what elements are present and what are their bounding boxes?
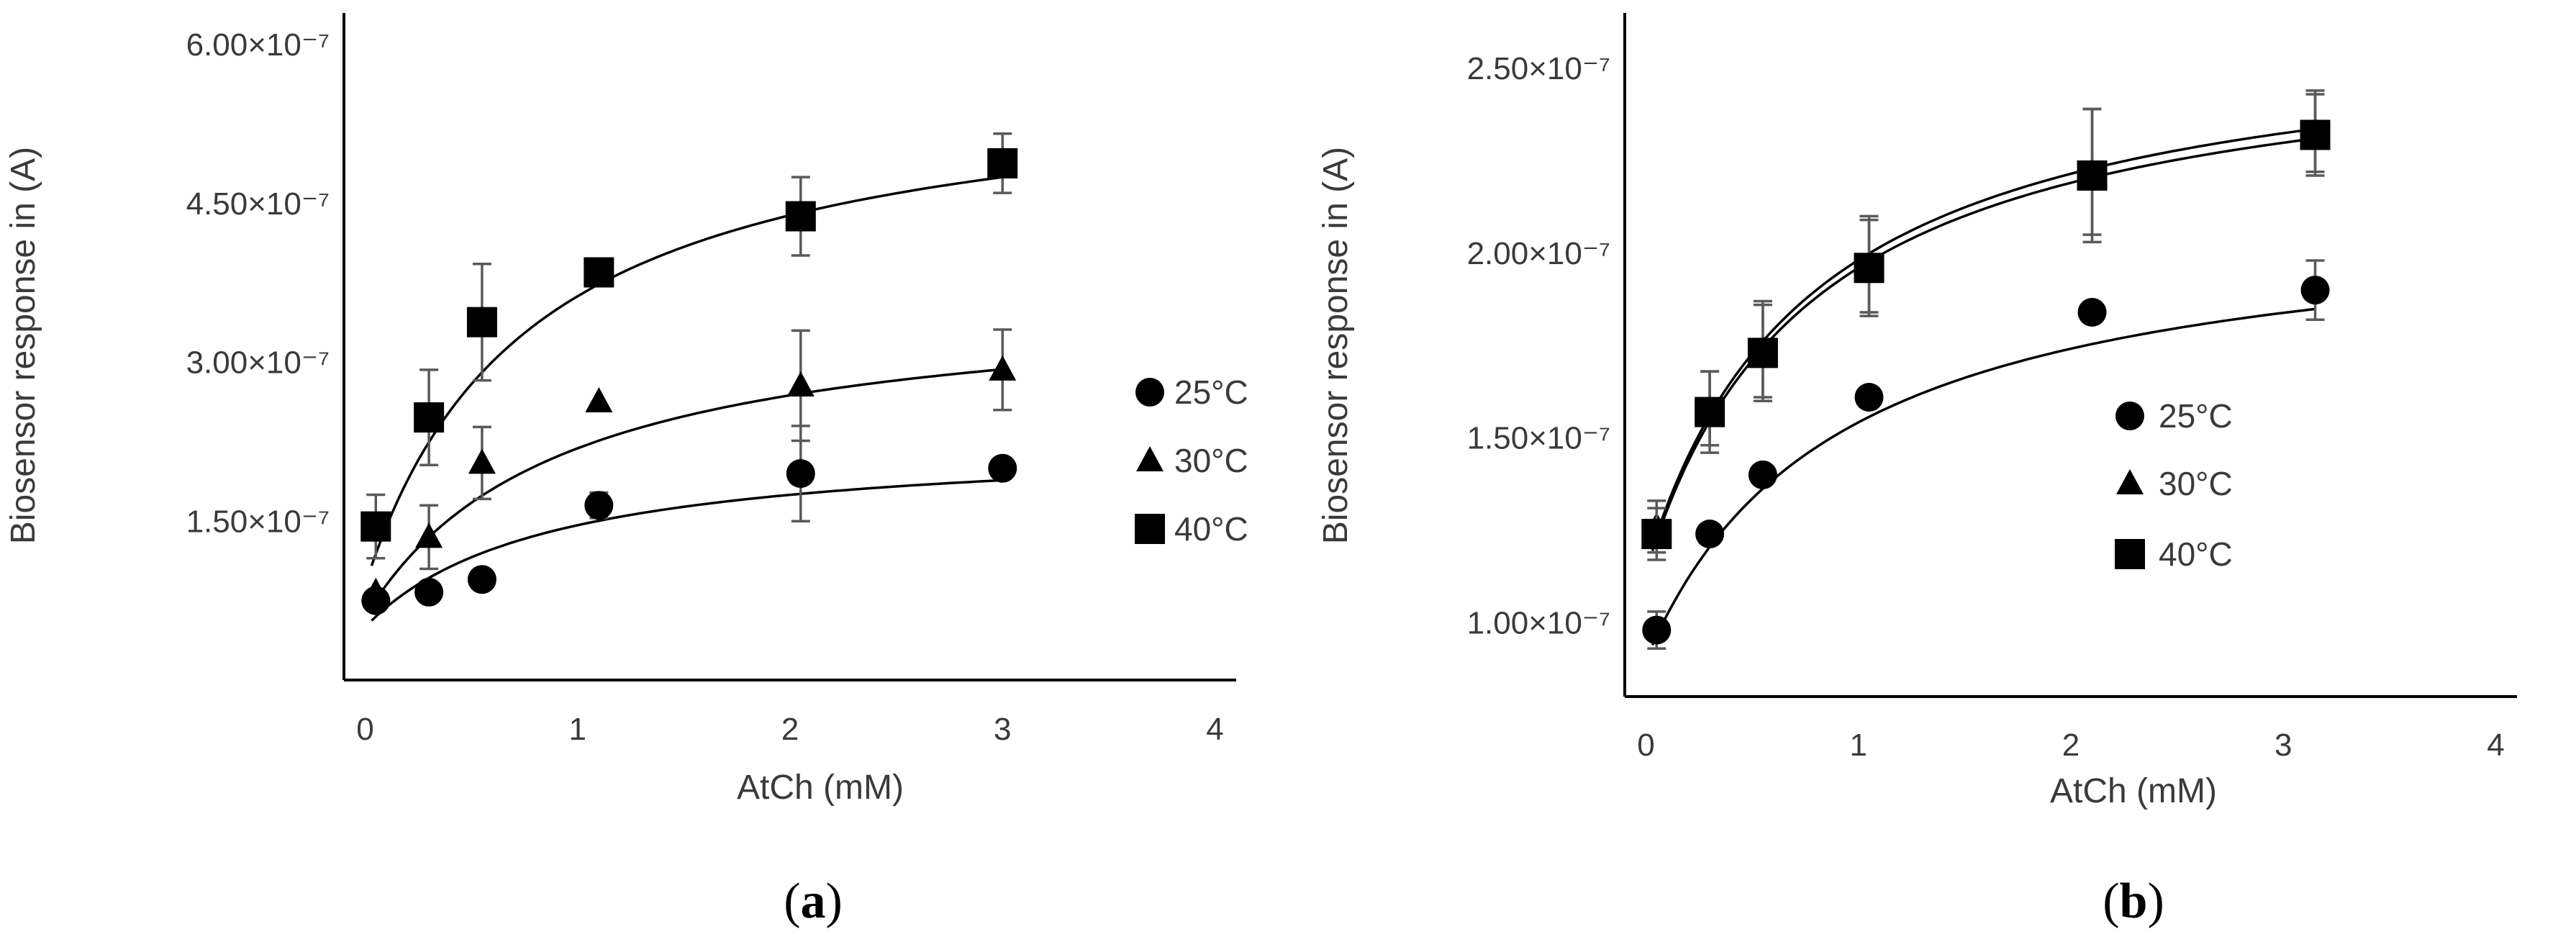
panel-caption: (a) xyxy=(784,874,843,929)
data-point-square xyxy=(2077,160,2108,191)
data-point-circle xyxy=(1695,520,1725,549)
legend-label: 30°C xyxy=(1174,442,1248,479)
y-tick-label: 2.00×10⁻⁷ xyxy=(1467,236,1610,271)
x-tick-label: 0 xyxy=(1637,728,1654,763)
data-point-triangle xyxy=(415,522,443,548)
data-point-circle xyxy=(2077,297,2107,327)
x-tick-label: 0 xyxy=(356,712,373,747)
y-tick-label: 2.50×10⁻⁷ xyxy=(1467,51,1610,86)
x-tick-label: 1 xyxy=(569,712,586,747)
fit-curve-circle xyxy=(371,479,1003,622)
fit-curve-square xyxy=(370,176,1003,566)
data-point-square xyxy=(987,148,1018,178)
series-triangle xyxy=(362,328,1017,603)
legend-marker-circle xyxy=(1135,378,1164,407)
legend-marker-circle xyxy=(2115,402,2144,430)
series-circle xyxy=(361,425,1017,615)
data-point-square xyxy=(584,257,614,288)
caption-letter: b xyxy=(2120,874,2148,929)
legend-label: 40°C xyxy=(1174,510,1248,548)
data-point-triangle xyxy=(989,355,1017,381)
data-point-circle xyxy=(1642,615,1672,645)
data-point-circle xyxy=(2300,276,2330,305)
data-point-square xyxy=(2300,119,2331,150)
series-square xyxy=(360,132,1018,560)
data-point-square xyxy=(1854,253,1885,284)
legend: 25°C 30°C 40°C xyxy=(1135,373,1248,548)
chart-panel-b: 0 1 2 3 4 1.00×10⁻⁷ 1.50×10⁻⁷ 2.00×10⁻⁷ 2.50×10⁻… xyxy=(1317,13,2517,929)
data-point-triangle xyxy=(786,371,815,397)
y-tick-label: 1.50×10⁻⁷ xyxy=(186,504,330,539)
data-point-square xyxy=(414,402,445,433)
data-point-square xyxy=(360,511,391,542)
data-point-circle xyxy=(414,577,444,607)
legend-label: 30°C xyxy=(2159,465,2233,502)
legend: 25°C 30°C 40°C xyxy=(2115,397,2233,573)
y-tick-label: 3.00×10⁻⁷ xyxy=(186,345,330,381)
data-point-circle xyxy=(988,453,1017,483)
y-tick-label: 6.00×10⁻⁷ xyxy=(186,27,330,63)
data-point-triangle xyxy=(362,577,390,603)
data-point-circle xyxy=(1748,460,1777,489)
x-tick-label: 2 xyxy=(781,712,799,747)
legend-marker-square xyxy=(1135,514,1165,544)
legend-marker-triangle xyxy=(2116,469,2144,494)
y-tick-label: 1.50×10⁻⁷ xyxy=(1467,421,1610,456)
caption-letter: a xyxy=(801,874,826,929)
chart-panel-a: 0 1 2 3 4 1.50×10⁻⁷ 3.00×10⁻⁷ 4.50×10⁻⁷ 6.00×10⁻… xyxy=(4,13,1248,929)
caption-paren-close: ) xyxy=(2147,874,2164,929)
data-point-circle xyxy=(467,565,496,594)
panel-caption: (b) xyxy=(2103,874,2164,929)
legend-label: 25°C xyxy=(1174,373,1248,411)
x-axis-title: AtCh (mM) xyxy=(2050,772,2217,810)
data-point-triangle xyxy=(468,448,496,474)
legend-marker-triangle xyxy=(1136,446,1164,471)
data-point-square xyxy=(1641,519,1672,550)
legend-label: 40°C xyxy=(2159,535,2233,573)
legend-label: 25°C xyxy=(2159,397,2233,435)
caption-paren-close: ) xyxy=(826,874,843,929)
series-square xyxy=(1641,93,2331,561)
y-axis-title: Biosensor response in (A) xyxy=(1317,147,1355,544)
data-point-circle xyxy=(1854,383,1884,412)
data-point-circle xyxy=(786,459,815,489)
y-tick-label: 4.50×10⁻⁷ xyxy=(186,186,330,222)
caption-paren-open: ( xyxy=(784,874,800,929)
series-circle xyxy=(1642,259,2330,650)
y-axis-title: Biosensor response in (A) xyxy=(4,147,42,544)
data-point-square xyxy=(1695,397,1725,427)
legend-marker-square xyxy=(2115,539,2145,569)
data-point-square xyxy=(466,307,497,337)
x-tick-label: 1 xyxy=(1850,728,1867,763)
fit-curve-triangle xyxy=(370,368,1003,607)
x-tick-label: 2 xyxy=(2062,728,2080,763)
data-point-triangle xyxy=(585,387,613,413)
data-point-square xyxy=(785,201,816,232)
caption-paren-open: ( xyxy=(2103,874,2119,929)
x-tick-label: 4 xyxy=(2487,728,2504,763)
x-tick-label: 4 xyxy=(1206,712,1223,747)
data-point-circle xyxy=(584,491,614,520)
x-tick-label: 3 xyxy=(994,712,1011,747)
x-tick-label: 3 xyxy=(2275,728,2292,763)
y-tick-label: 1.00×10⁻⁷ xyxy=(1467,605,1610,640)
data-point-square xyxy=(1747,337,1778,368)
x-axis-title: AtCh (mM) xyxy=(737,769,904,807)
